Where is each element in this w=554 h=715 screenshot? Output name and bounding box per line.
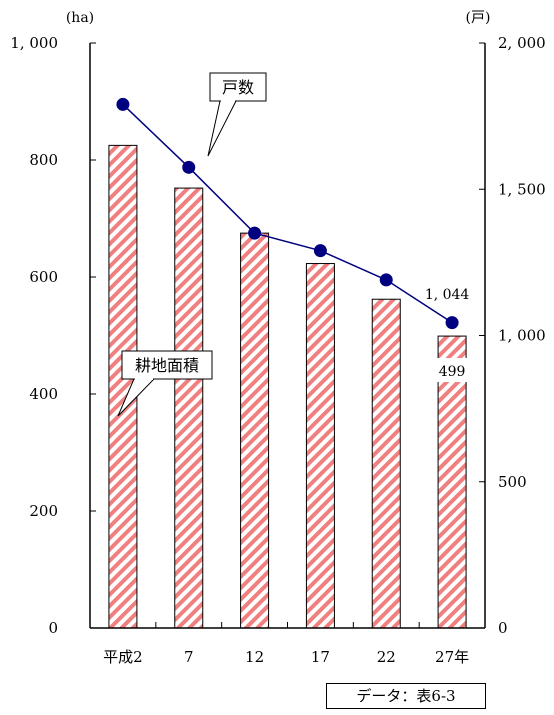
- households-point-5: [445, 316, 459, 330]
- households-point-4: [379, 273, 393, 287]
- households-point-2: [248, 226, 262, 240]
- right-tick-label: 500: [498, 473, 527, 491]
- right-tick-label: 2, 000: [498, 34, 546, 52]
- x-tick-label: 平成2: [103, 648, 143, 666]
- right-tick-label: 1, 000: [498, 327, 546, 345]
- bar-1: [174, 187, 204, 629]
- x-tick-label: 22: [377, 648, 396, 666]
- left-tick-label: 800: [29, 151, 58, 169]
- farmland-data-label-bg: [433, 358, 472, 382]
- x-tick-label: 17: [311, 648, 330, 666]
- right-tick-label: 1, 500: [498, 180, 546, 198]
- x-tick-label: 12: [245, 648, 264, 666]
- x-tick-label: 7: [184, 648, 194, 666]
- bar-3: [305, 263, 335, 629]
- left-tick-label: 1, 000: [10, 34, 58, 52]
- households-point-1: [182, 160, 196, 174]
- households-line: [122, 103, 453, 324]
- left-axis-unit: (ha): [66, 10, 94, 26]
- line-layer: [116, 97, 459, 330]
- farmland-legend-label: 耕地面積: [135, 356, 199, 375]
- households-point-3: [313, 244, 327, 258]
- left-tick-label: 400: [29, 385, 58, 403]
- households-legend-label: 戸数: [222, 78, 254, 97]
- households-data-label: 1, 044: [425, 287, 470, 303]
- bars-layer: [108, 144, 467, 629]
- right-axis-unit: (戸): [466, 10, 491, 26]
- data-source-label: データ：表6-3: [326, 683, 486, 709]
- households-point-0: [116, 97, 130, 111]
- households-callout-pointer: [207, 100, 237, 157]
- left-tick-label: 600: [29, 268, 58, 286]
- axes-layer: 0 200 400 600 800 1, 000 0 500 1, 000 1, 500 2, 00…: [10, 10, 545, 666]
- farmland-data-label: 499: [439, 364, 466, 380]
- right-tick-label: 0: [498, 619, 508, 637]
- households-callout-box: [209, 72, 267, 102]
- farmland-callout-box: [121, 350, 213, 380]
- left-tick-label: 200: [29, 502, 58, 520]
- bar-2: [240, 232, 270, 629]
- x-tick-label: 27年: [435, 648, 469, 666]
- left-tick-label: 0: [48, 619, 58, 637]
- bar-4: [371, 298, 401, 629]
- bar-5: [437, 335, 467, 629]
